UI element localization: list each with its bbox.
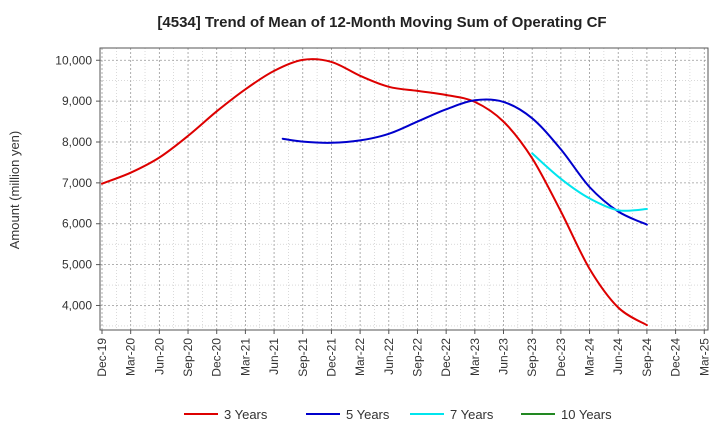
x-tick-label: Dec-19 [95, 338, 109, 377]
grid [100, 48, 708, 330]
y-tick-label: 6,000 [62, 217, 92, 231]
y-tick-label: 5,000 [62, 258, 92, 272]
y-tick-label: 9,000 [62, 94, 92, 108]
y-tick-label: 8,000 [62, 135, 92, 149]
x-tick-label: Jun-21 [267, 338, 281, 375]
legend-label-2: 7 Years [450, 407, 494, 422]
y-axis-ticks: 4,000 5,000 6,000 7,000 8,000 9,000 10,000 [55, 53, 100, 312]
x-tick-label: Sep-20 [181, 338, 195, 377]
x-tick-label: Jun-23 [497, 338, 511, 375]
x-tick-label: Mar-25 [697, 338, 711, 376]
x-tick-label: Sep-22 [410, 338, 424, 377]
x-tick-label: Jun-24 [611, 338, 625, 375]
legend-label-3: 10 Years [561, 407, 612, 422]
plot-area [100, 48, 708, 330]
chart-title: [4534] Trend of Mean of 12-Month Moving … [157, 14, 606, 31]
x-tick-label: Mar-21 [238, 338, 252, 376]
x-tick-label: Sep-21 [296, 338, 310, 377]
x-tick-label: Mar-22 [353, 338, 367, 376]
legend-label-1: 5 Years [346, 407, 390, 422]
x-tick-label: Sep-23 [525, 338, 539, 377]
series [101, 58, 648, 327]
x-axis-ticks: Dec-19 Mar-20 Jun-20 Sep-20 Dec-20 Mar-21 Jun-… [95, 330, 711, 377]
x-tick-label: Dec-21 [324, 338, 338, 377]
x-tick-label: Dec-22 [439, 338, 453, 377]
y-tick-label: 10,000 [55, 53, 92, 67]
legend: 3 Years 5 Years 7 Years 10 Years [184, 407, 612, 422]
series-line-0 [101, 58, 648, 327]
x-tick-label: Mar-24 [583, 338, 597, 376]
x-tick-label: Dec-20 [210, 338, 224, 377]
x-tick-label: Mar-23 [468, 338, 482, 376]
x-tick-label: Sep-24 [640, 338, 654, 377]
x-tick-label: Dec-23 [554, 338, 568, 377]
x-tick-label: Jun-22 [382, 338, 396, 375]
series-line-2 [531, 152, 648, 212]
x-tick-label: Dec-24 [669, 338, 683, 377]
legend-label-0: 3 Years [224, 407, 268, 422]
x-tick-label: Jun-20 [152, 338, 166, 375]
plot-frame [99, 47, 709, 331]
y-tick-label: 4,000 [62, 298, 92, 312]
x-tick-label: Mar-20 [124, 338, 138, 376]
y-axis-label: Amount (million yen) [7, 131, 22, 250]
y-tick-label: 7,000 [62, 176, 92, 190]
series-line-1 [281, 98, 648, 226]
